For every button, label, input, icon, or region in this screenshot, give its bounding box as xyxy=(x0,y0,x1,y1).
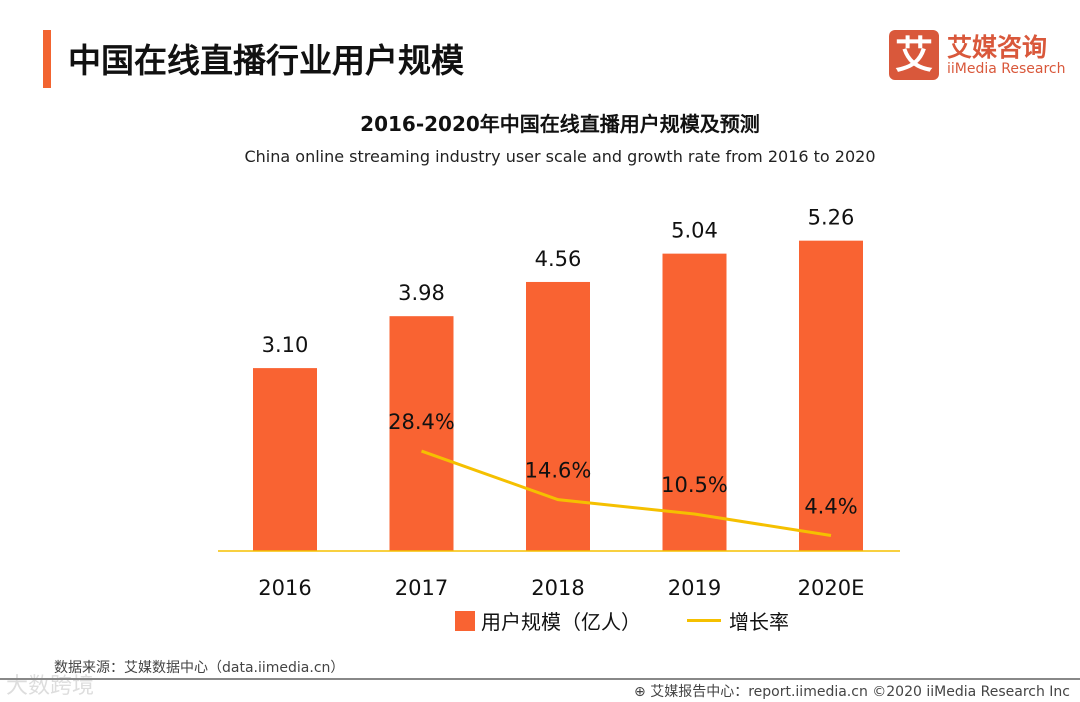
data-source: 数据来源：艾媒数据中心（data.iimedia.cn） xyxy=(54,660,345,676)
bar-value-label: 5.26 xyxy=(808,206,855,230)
legend-bar-label: 用户规模（亿人） xyxy=(481,610,641,634)
growth-rate-label: 4.4% xyxy=(804,495,857,519)
logo-en: iiMedia Research xyxy=(947,61,1066,77)
bar xyxy=(662,253,727,551)
legend: 用户规模（亿人） 增长率 xyxy=(455,606,789,635)
legend-bar-swatch xyxy=(455,610,475,631)
legend-line-label: 增长率 xyxy=(729,610,789,634)
growth-rate-line xyxy=(420,449,832,537)
footer-divider xyxy=(0,678,1080,680)
x-tick-label: 2019 xyxy=(668,576,721,600)
x-tick-label: 2017 xyxy=(395,576,448,600)
bar-value-label: 3.10 xyxy=(262,333,309,357)
iimedia-logo: 艾 艾媒咨询 iiMedia Research xyxy=(889,30,1069,82)
bar-value-label: 5.04 xyxy=(671,219,718,243)
chart-title: 2016-2020年中国在线直播用户规模及预测 xyxy=(360,112,760,136)
growth-rate-label: 14.6% xyxy=(525,459,592,483)
growth-rate-label: 10.5% xyxy=(661,473,728,497)
logo-cn: 艾媒咨询 xyxy=(947,33,1048,62)
bar xyxy=(389,316,454,551)
bar xyxy=(526,281,590,551)
legend-line-swatch xyxy=(687,619,721,622)
title-accent-bar xyxy=(43,30,51,88)
bar xyxy=(253,368,317,551)
x-tick-label: 2020E xyxy=(798,576,865,600)
page-title: 中国在线直播行业用户规模 xyxy=(68,41,464,80)
growth-rate-label: 28.4% xyxy=(388,410,455,434)
bar xyxy=(799,240,863,551)
logo-mark: 艾 xyxy=(889,30,939,80)
chart-subtitle: China online streaming industry user sca… xyxy=(244,147,876,166)
footer-credit: ⊕ 艾媒报告中心：report.iimedia.cn ©2020 iiMedia… xyxy=(634,684,1070,700)
x-tick-label: 2016 xyxy=(258,576,311,600)
bar-value-label: 3.98 xyxy=(398,281,445,305)
x-tick-label: 2018 xyxy=(531,576,584,600)
bar-value-label: 4.56 xyxy=(535,247,582,271)
